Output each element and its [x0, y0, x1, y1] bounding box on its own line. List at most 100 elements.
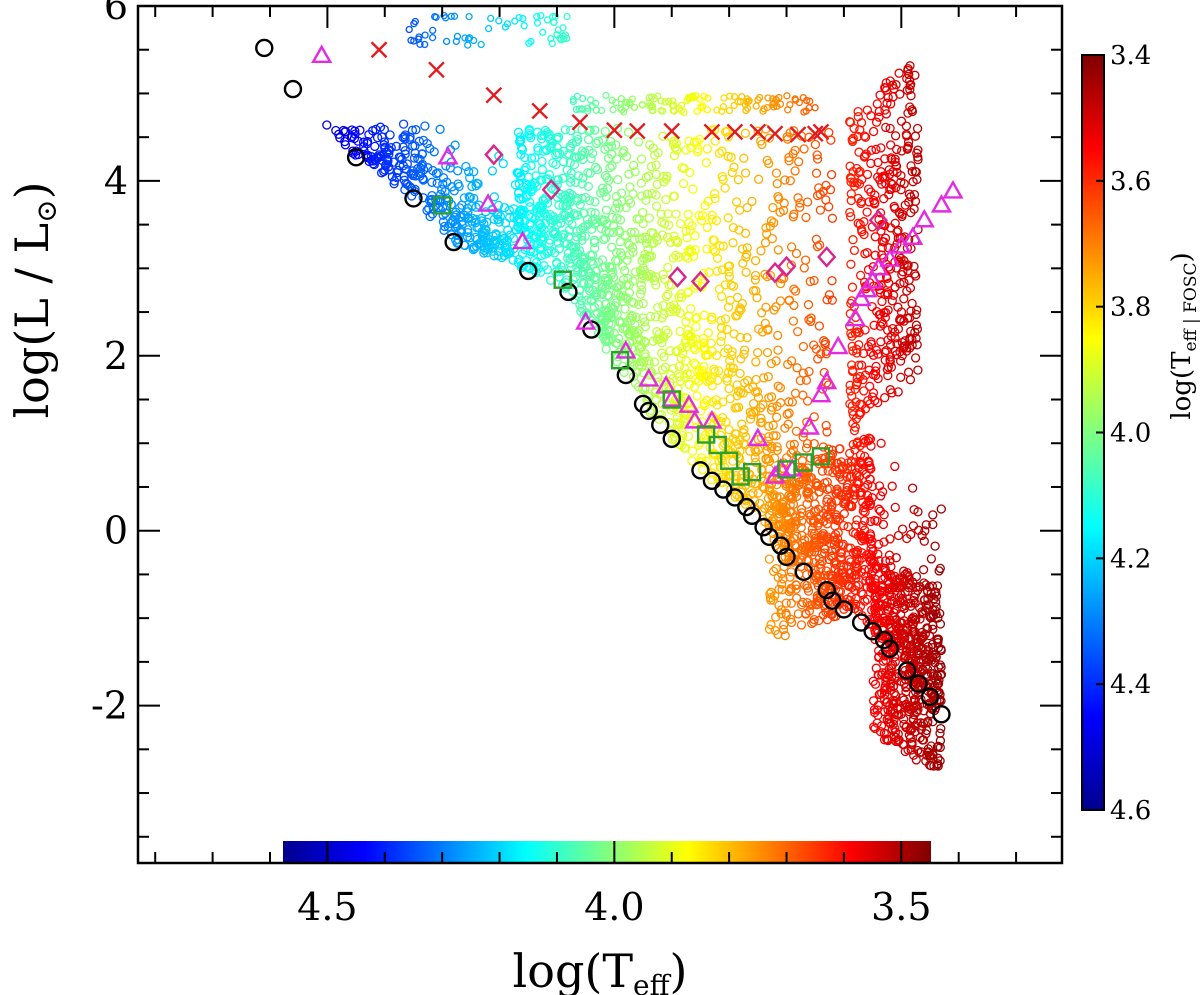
model-point: [685, 94, 694, 102]
model-point: [685, 167, 695, 178]
model-point: [640, 249, 650, 260]
model-point: [821, 505, 831, 515]
model-point: [428, 165, 438, 176]
model-point: [847, 366, 858, 377]
model-point: [514, 193, 524, 203]
model-point: [911, 271, 921, 281]
model-point: [843, 522, 853, 532]
model-point: [890, 157, 900, 167]
data-point: [920, 687, 940, 707]
model-point: [822, 295, 832, 305]
model-point: [913, 507, 923, 517]
model-point: [933, 679, 944, 689]
model-point: [762, 347, 773, 358]
model-point: [429, 26, 437, 35]
model-point: [820, 337, 831, 348]
model-point: [714, 148, 725, 158]
model-point: [866, 145, 877, 155]
model-point: [784, 490, 794, 501]
data-point: [714, 480, 733, 499]
model-point: [868, 350, 879, 360]
model-point: [801, 375, 812, 385]
model-point: [463, 225, 473, 235]
data-point: [484, 143, 504, 166]
model-point: [542, 128, 552, 138]
model-point: [847, 136, 858, 147]
model-point: [699, 310, 710, 320]
model-point: [765, 221, 775, 231]
model-point: [588, 259, 598, 269]
model-point: [864, 197, 874, 207]
model-point: [751, 406, 761, 416]
model-point: [822, 477, 832, 487]
model-point: [683, 246, 694, 256]
model-point: [845, 386, 855, 396]
model-point: [699, 401, 710, 411]
model-point: [811, 168, 822, 178]
model-point: [920, 526, 930, 536]
model-point: [911, 320, 922, 330]
model-point: [803, 300, 814, 310]
model-point: [754, 324, 764, 334]
model-point: [657, 97, 665, 105]
model-point: [469, 193, 479, 204]
model-point: [817, 549, 827, 559]
model-point: [689, 358, 699, 368]
model-point: [654, 92, 662, 100]
model-point: [828, 467, 838, 478]
model-point: [703, 350, 713, 360]
model-point: [818, 442, 828, 452]
model-point: [856, 360, 867, 370]
series-diamond: [484, 143, 888, 293]
model-point: [628, 247, 638, 257]
model-point: [656, 389, 667, 399]
data-point: [742, 462, 762, 482]
model-point: [864, 497, 874, 507]
model-point: [680, 108, 688, 117]
model-point: [764, 158, 774, 169]
model-point: [694, 134, 705, 145]
model-point: [889, 688, 899, 698]
model-point: [907, 105, 917, 115]
model-point: [868, 676, 878, 686]
model-point: [602, 91, 610, 100]
model-point: [610, 203, 621, 213]
model-point: [729, 162, 739, 172]
model-point: [739, 425, 749, 435]
model-point: [620, 323, 630, 333]
model-point: [799, 144, 809, 154]
model-point: [587, 216, 598, 226]
model-point: [882, 598, 892, 608]
data-point: [789, 126, 807, 143]
model-point: [752, 293, 762, 303]
model-point: [863, 479, 873, 490]
model-point: [887, 296, 897, 306]
model-point: [933, 753, 943, 763]
model-point: [857, 548, 867, 558]
data-point: [311, 44, 333, 64]
model-point: [724, 261, 735, 271]
model-point: [860, 249, 870, 259]
model-point: [418, 174, 428, 184]
model-point: [707, 475, 717, 485]
model-point: [918, 632, 928, 642]
model-point: [658, 300, 668, 311]
model-point: [845, 500, 856, 510]
model-point: [511, 17, 519, 25]
model-point: [756, 413, 766, 424]
model-point: [882, 98, 892, 108]
model-point: [628, 95, 637, 103]
model-point: [850, 422, 860, 432]
model-point: [642, 271, 652, 281]
model-point: [847, 282, 858, 292]
model-point: [659, 107, 667, 115]
model-point: [576, 306, 586, 317]
model-point: [572, 131, 582, 141]
model-point: [593, 257, 604, 267]
model-point: [737, 298, 747, 309]
x-tick-label: 3.5: [871, 885, 931, 929]
model-point: [708, 449, 718, 459]
model-point: [895, 208, 905, 219]
model-point: [448, 217, 458, 227]
model-point: [614, 203, 625, 213]
